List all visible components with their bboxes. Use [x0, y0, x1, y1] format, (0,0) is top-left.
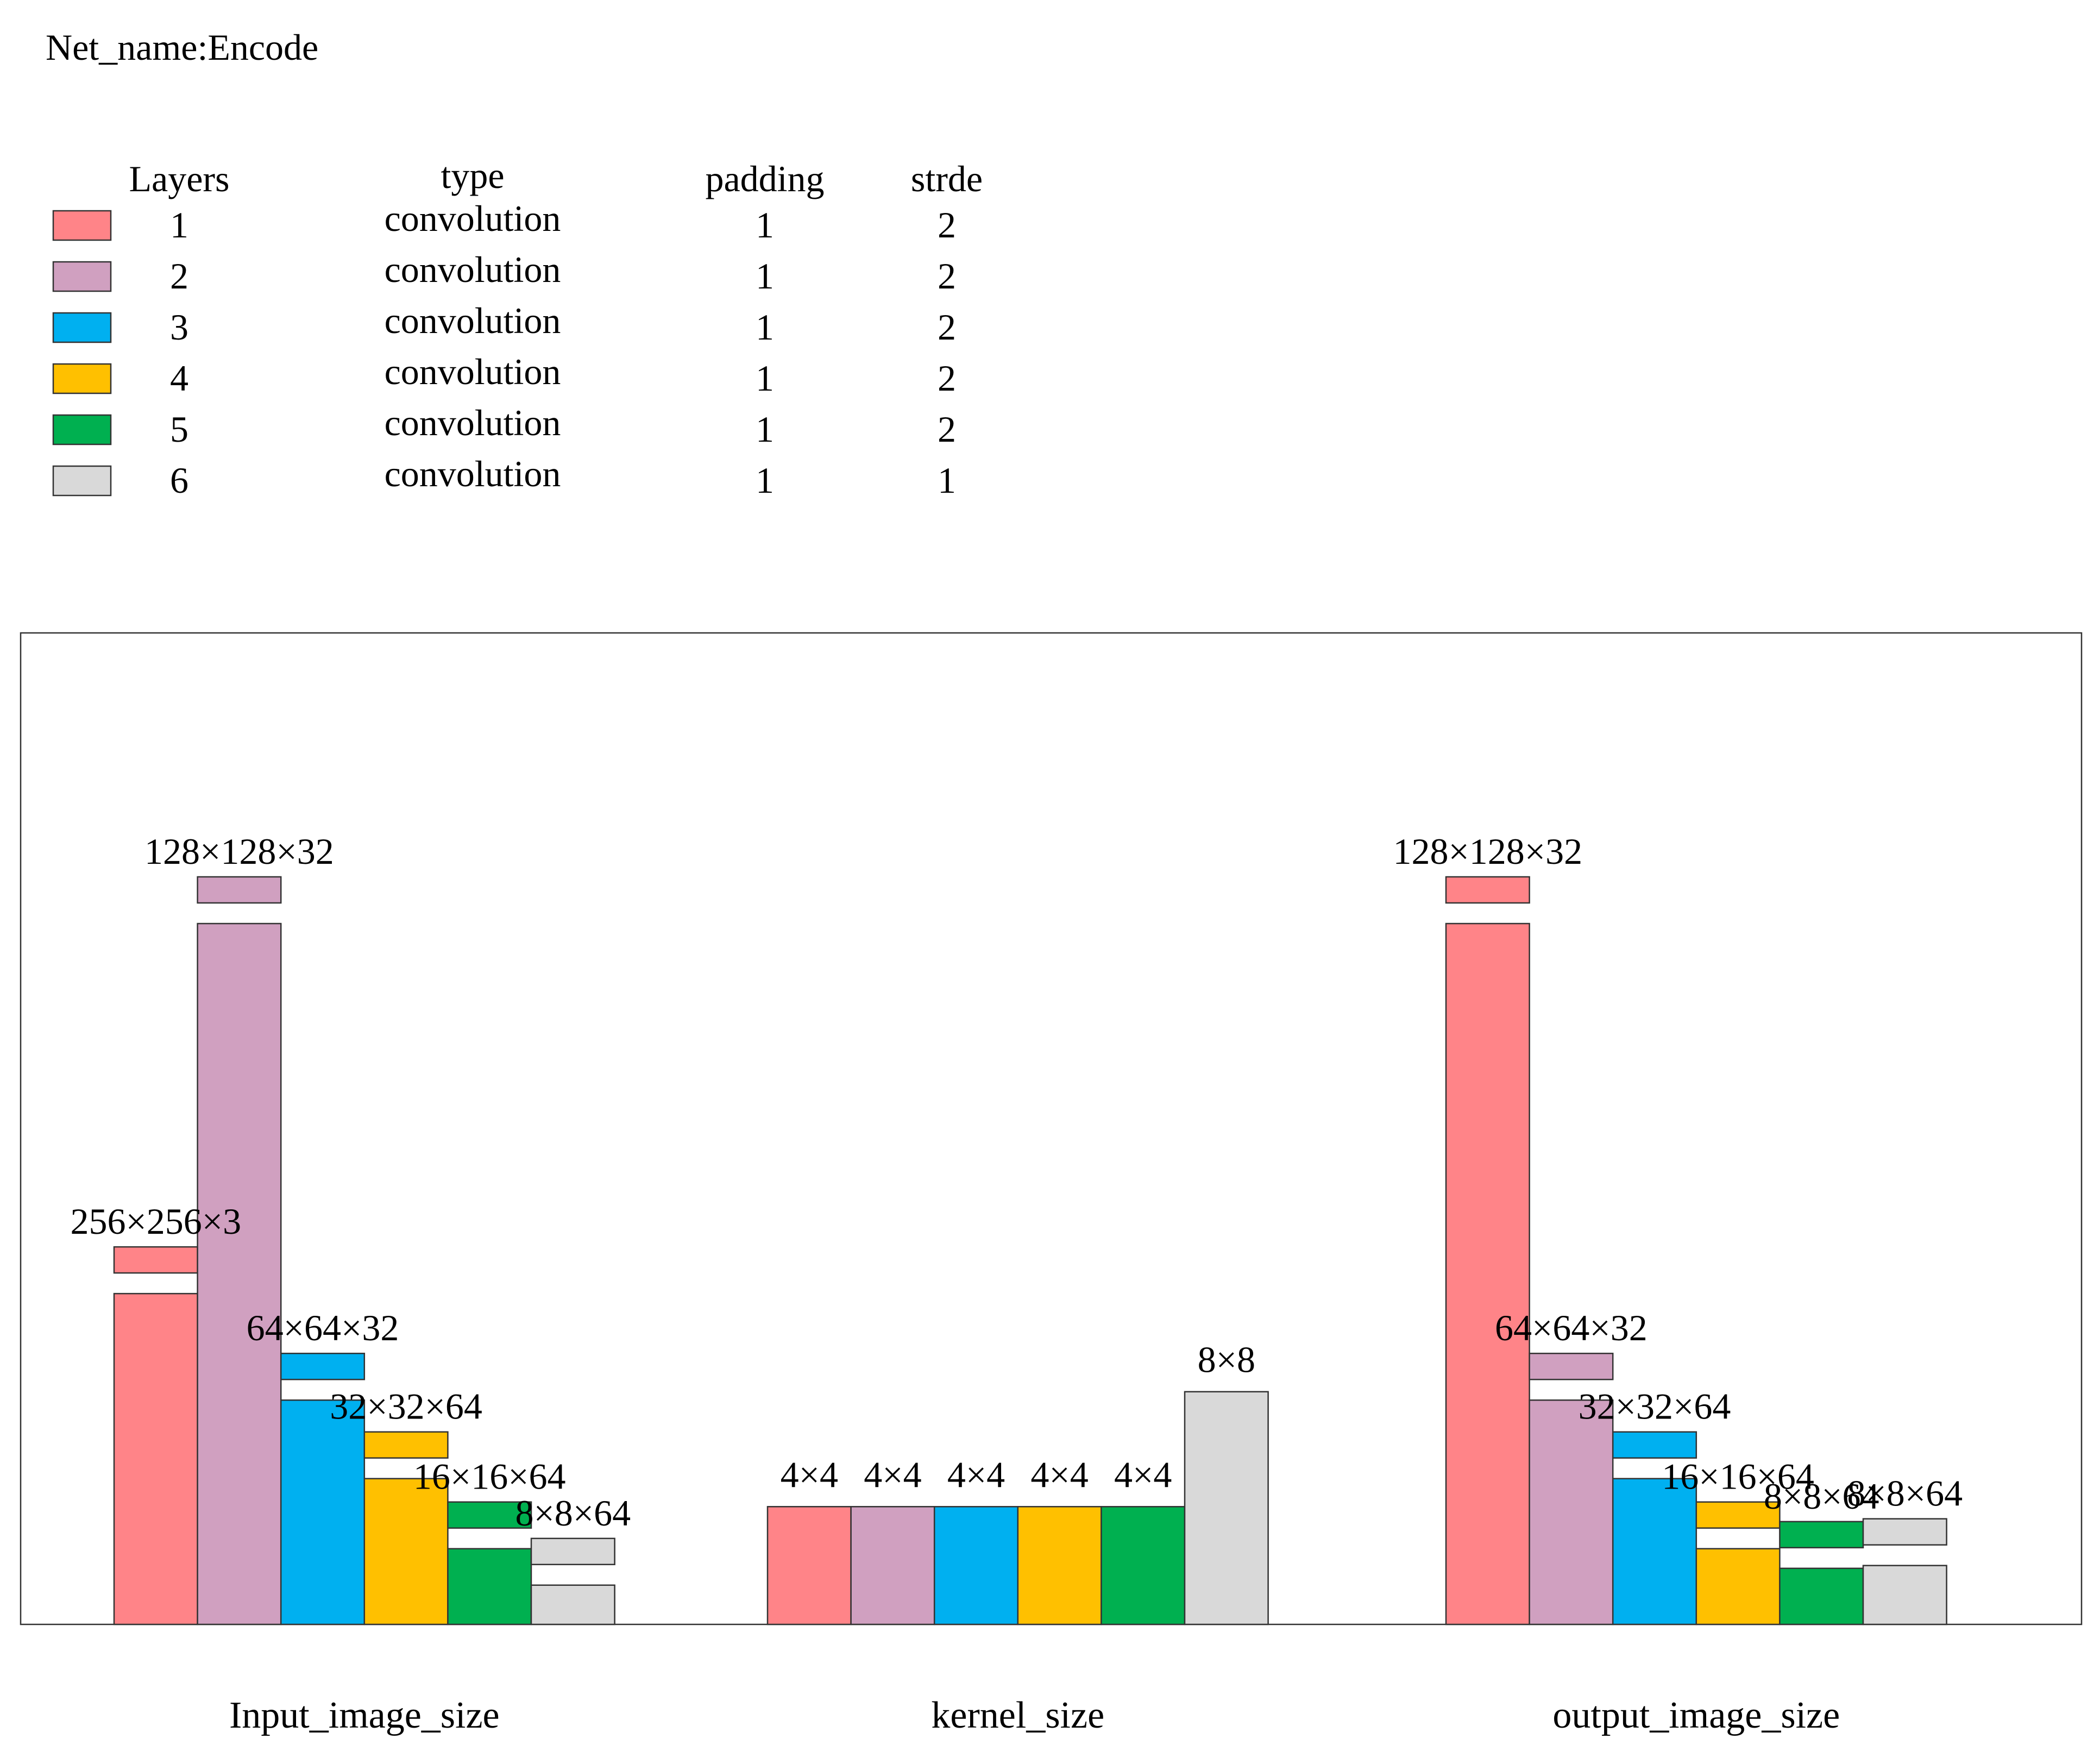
legend-row-3: 3 convolution 1 2 [52, 300, 956, 348]
legend-swatch-4 [52, 363, 112, 394]
legend-layer-2: 2 [170, 255, 188, 297]
bar-output_image_size-layer-1 [1445, 922, 1530, 1625]
legend-row-6: 6 convolution 1 1 [52, 453, 956, 501]
header-type: type [441, 155, 504, 196]
legend-swatch-6 [52, 465, 112, 497]
bars [113, 876, 1947, 1625]
legend-row-4: 4 convolution 1 2 [52, 351, 956, 399]
bar-cap-Input_image_size-layer-3 [280, 1352, 366, 1380]
bar-Input_image_size-layer-1 [113, 1292, 198, 1625]
bar-kernel_size-layer-4 [1017, 1506, 1102, 1625]
bar-cap-output_image_size-layer-4 [1695, 1501, 1781, 1529]
legend-type-1: convolution [385, 198, 561, 239]
bar-cap-Input_image_size-layer-1 [113, 1246, 198, 1274]
data-label-Input_image_size-layer-1: 256×256×3 [70, 1201, 241, 1242]
data-label-kernel_size-layer-5: 4×4 [1114, 1454, 1172, 1495]
bar-output_image_size-layer-2 [1529, 1399, 1614, 1625]
data-label-kernel_size-layer-2: 4×4 [864, 1454, 921, 1495]
bar-kernel_size-layer-3 [933, 1506, 1019, 1625]
header-padding: padding [705, 158, 824, 199]
bar-Input_image_size-layer-4 [363, 1478, 449, 1625]
data-label-output_image_size-layer-6: 8×8×64 [1847, 1473, 1963, 1514]
bar-cap-Input_image_size-layer-2 [197, 876, 282, 904]
bar-kernel_size-layer-2 [850, 1506, 935, 1625]
legend-stride-5: 2 [938, 409, 956, 450]
bar-Input_image_size-layer-2 [197, 922, 282, 1625]
bar-Input_image_size-layer-6 [530, 1584, 615, 1625]
data-label-output_image_size-layer-5: 8×8×64 [1764, 1476, 1879, 1517]
bar-cap-Input_image_size-layer-4 [363, 1431, 449, 1459]
legend-type-2: convolution [385, 249, 561, 290]
bar-output_image_size-layer-4 [1695, 1548, 1781, 1625]
bar-cap-output_image_size-layer-2 [1529, 1352, 1614, 1380]
data-label-Input_image_size-layer-2: 128×128×32 [144, 831, 334, 872]
legend-padding-5: 1 [756, 409, 774, 450]
legend-layer-4: 4 [170, 357, 188, 399]
category-labels: Input_image_size kernel_size output_image_… [229, 1694, 1840, 1736]
legend-swatch-5 [52, 414, 112, 445]
legend-layer-3: 3 [170, 306, 188, 348]
data-label-kernel_size-layer-1: 4×4 [781, 1454, 838, 1495]
bar-cap-output_image_size-layer-3 [1612, 1431, 1697, 1459]
data-label-output_image_size-layer-3: 32×32×64 [1579, 1386, 1731, 1427]
legend-row-5: 5 convolution 1 2 [52, 402, 956, 450]
bar-kernel_size-layer-1 [766, 1506, 852, 1625]
data-label-Input_image_size-layer-3: 64×64×32 [247, 1307, 399, 1348]
category-label-kernel_size: kernel_size [931, 1694, 1104, 1736]
legend-type-6: convolution [385, 453, 561, 494]
legend-padding-4: 1 [756, 357, 774, 399]
legend-stride-4: 2 [938, 357, 956, 399]
bar-output_image_size-layer-5 [1779, 1567, 1864, 1625]
bar-cap-output_image_size-layer-5 [1779, 1521, 1864, 1549]
header-stride: strde [911, 158, 983, 199]
data-label-output_image_size-layer-1: 128×128×32 [1393, 831, 1582, 872]
legend-layer-1: 1 [170, 204, 188, 246]
legend-stride-2: 2 [938, 255, 956, 297]
legend-swatch-2 [52, 261, 112, 292]
bar-cap-output_image_size-layer-6 [1862, 1518, 1947, 1546]
category-label-output_image_size: output_image_size [1552, 1694, 1840, 1736]
bar-labels: 256×256×3 128×128×32 64×64×32 32×32×64 16×16… [70, 831, 1963, 1534]
bar-cap-Input_image_size-layer-5 [447, 1501, 532, 1529]
bar-output_image_size-layer-6 [1862, 1565, 1947, 1625]
legend-type-5: convolution [385, 402, 561, 443]
legend-padding-2: 1 [756, 255, 774, 297]
bar-cap-output_image_size-layer-1 [1445, 876, 1530, 904]
data-label-Input_image_size-layer-4: 32×32×64 [330, 1386, 482, 1427]
legend-table: Layers type padding strde 1 convolution 1 2… [52, 155, 983, 501]
data-label-kernel_size-layer-4: 4×4 [1030, 1454, 1088, 1495]
bar-output_image_size-layer-3 [1612, 1478, 1697, 1625]
legend-row-2: 2 convolution 1 2 [52, 249, 956, 297]
legend-padding-3: 1 [756, 306, 774, 348]
data-label-output_image_size-layer-4: 16×16×64 [1662, 1456, 1814, 1497]
legend-stride-1: 2 [938, 204, 956, 246]
legend-padding-6: 1 [756, 460, 774, 501]
legend-layer-6: 6 [170, 460, 188, 501]
legend-stride-6: 1 [938, 460, 956, 501]
bar-cap-Input_image_size-layer-6 [530, 1537, 615, 1566]
legend-swatch-1 [52, 210, 112, 241]
legend-type-3: convolution [385, 300, 561, 341]
data-label-kernel_size-layer-6: 8×8 [1198, 1339, 1255, 1380]
data-label-Input_image_size-layer-5: 16×16×64 [413, 1456, 566, 1497]
legend-row-1: 1 convolution 1 2 [52, 198, 956, 246]
legend-layer-5: 5 [170, 409, 188, 450]
header-layers: Layers [129, 158, 229, 199]
legend-type-4: convolution [385, 351, 561, 392]
data-label-output_image_size-layer-2: 64×64×32 [1495, 1307, 1648, 1348]
legend-padding-1: 1 [756, 204, 774, 246]
data-label-Input_image_size-layer-6: 8×8×64 [515, 1492, 631, 1534]
legend-swatch-3 [52, 312, 112, 343]
legend-stride-3: 2 [938, 306, 956, 348]
bar-Input_image_size-layer-5 [447, 1548, 532, 1625]
category-label-Input_image_size: Input_image_size [229, 1694, 500, 1736]
bar-kernel_size-layer-5 [1101, 1506, 1186, 1625]
net-name-title: Net_name:Encode [46, 27, 318, 68]
bar-Input_image_size-layer-3 [280, 1399, 366, 1625]
data-label-kernel_size-layer-3: 4×4 [947, 1454, 1005, 1495]
bar-kernel_size-layer-6 [1184, 1391, 1269, 1625]
